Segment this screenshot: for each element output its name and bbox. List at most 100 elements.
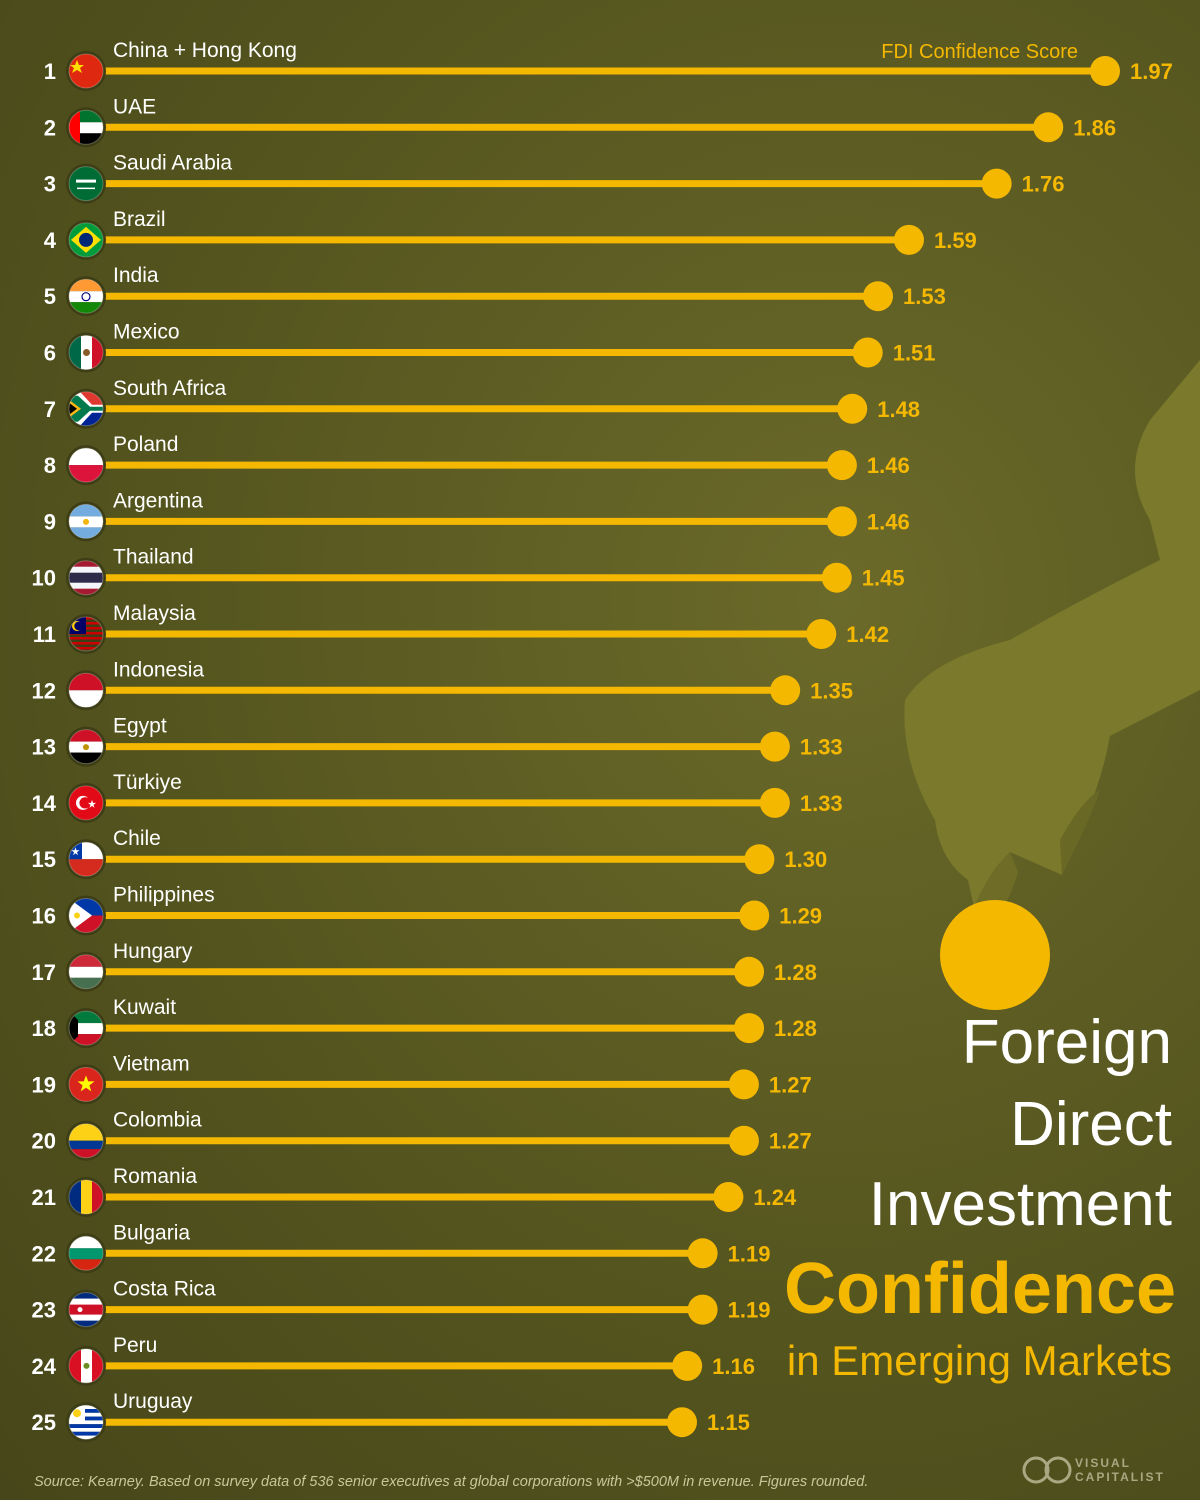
bar-row: 23 1.19 Costa Rica [32, 1278, 770, 1330]
bar-row: 16 1.29 Philippines [32, 884, 822, 936]
rank-label: 24 [32, 1354, 57, 1379]
country-label: Argentina [113, 489, 203, 512]
bar-row: 18 1.28 Kuwait [32, 996, 817, 1049]
bar-end-marker [770, 675, 801, 706]
bar [100, 574, 837, 582]
title-line-3: Investment [869, 1170, 1172, 1239]
bar [100, 1137, 744, 1145]
brazil-flag-icon [66, 219, 106, 260]
rank-label: 17 [32, 960, 56, 985]
rank-label: 3 [44, 172, 56, 197]
bar-end-marker [981, 168, 1012, 199]
value-label: 1.97 [1130, 59, 1173, 84]
country-label: Saudi Arabia [113, 152, 232, 175]
rank-label: 6 [44, 341, 56, 366]
value-label: 1.76 [1022, 172, 1065, 197]
bar-row: 5 1.53 India [44, 264, 946, 317]
value-label: 1.15 [707, 1410, 750, 1435]
turkiye-flag-icon [66, 782, 106, 823]
bar-row: 14 1.33 Türkiye [32, 771, 843, 823]
value-label: 1.46 [867, 509, 910, 534]
philippines-flag-icon [66, 895, 106, 936]
thailand-flag-icon [66, 557, 106, 598]
rank-label: 19 [32, 1072, 56, 1097]
bar [100, 349, 868, 356]
country-label: Mexico [113, 321, 180, 344]
rank-label: 22 [32, 1241, 56, 1266]
bar-row: 4 1.59 Brazil [44, 208, 977, 260]
romania-flag-icon [66, 1177, 106, 1217]
country-label: Indonesia [113, 658, 204, 681]
malaysia-flag-icon [66, 614, 106, 654]
bar-end-marker [806, 619, 837, 649]
value-label: 1.28 [774, 960, 817, 985]
bar [100, 67, 1105, 75]
rank-label: 23 [32, 1298, 56, 1323]
country-label: China + Hong Kong [113, 39, 297, 62]
hand-holding-coin-icon [904, 360, 1200, 915]
rank-label: 10 [32, 566, 56, 591]
value-label: 1.86 [1073, 115, 1116, 140]
country-label: Chile [113, 827, 161, 850]
value-label: 1.19 [728, 1241, 771, 1266]
country-label: Hungary [113, 940, 193, 963]
rank-label: 20 [32, 1129, 56, 1154]
bar [100, 461, 842, 469]
bar [100, 630, 822, 638]
rank-label: 11 [33, 622, 56, 647]
title-line-1: Foreign [962, 1008, 1172, 1077]
bar [100, 517, 842, 525]
country-label: Uruguay [113, 1390, 193, 1413]
value-label: 1.28 [774, 1016, 817, 1041]
uae-flag-icon [66, 107, 106, 148]
colombia-flag-icon [66, 1120, 106, 1161]
value-label: 1.46 [867, 453, 910, 478]
bar-end-marker [728, 1069, 759, 1100]
rank-label: 5 [44, 284, 56, 309]
country-label: Thailand [113, 546, 194, 569]
rank-label: 18 [32, 1016, 56, 1041]
rank-label: 21 [32, 1185, 56, 1210]
peru-flag-icon [66, 1345, 106, 1386]
bar-end-marker [744, 844, 775, 875]
country-label: Peru [113, 1334, 157, 1357]
indonesia-flag-icon [66, 670, 106, 711]
rank-label: 8 [44, 453, 56, 478]
country-label: Egypt [113, 715, 167, 738]
brand-line-2: CAPITALIST [1075, 1470, 1165, 1484]
title-line-2: Direct [1010, 1090, 1172, 1159]
chile-flag-icon [66, 839, 106, 880]
country-label: Malaysia [113, 602, 196, 625]
country-label: Bulgaria [113, 1221, 190, 1244]
bar [100, 180, 997, 188]
bar [100, 1080, 744, 1088]
india-flag-icon [66, 276, 106, 317]
rank-label: 15 [32, 847, 56, 872]
country-label: Brazil [113, 208, 166, 231]
series-label: FDI Confidence Score [881, 41, 1078, 63]
bar-row: 12 1.35 Indonesia [32, 658, 853, 711]
value-label: 1.53 [903, 284, 946, 309]
bar-row: 3 1.76 Saudi Arabia [44, 152, 1065, 204]
value-label: 1.27 [769, 1072, 812, 1097]
bar [100, 912, 755, 919]
bar [100, 1024, 750, 1032]
country-label: Kuwait [113, 996, 176, 1019]
egypt-flag-icon [66, 726, 106, 767]
value-label: 1.45 [862, 566, 905, 591]
bar-row: 9 1.46 Argentina [44, 489, 910, 542]
bar-end-marker [672, 1350, 703, 1381]
bar [100, 799, 775, 807]
bar-end-marker [1090, 56, 1120, 86]
bar-row: 10 1.45 Thailand [32, 546, 905, 598]
bar [100, 292, 879, 300]
country-label: South Africa [113, 377, 227, 400]
value-label: 1.30 [784, 847, 827, 872]
coin-icon [940, 900, 1050, 1010]
subtitle: in Emerging Markets [787, 1337, 1172, 1384]
rank-label: 7 [44, 397, 56, 422]
china-flag-icon [66, 51, 106, 91]
bar-row: 2 1.86 UAE [44, 95, 1116, 148]
uruguay-flag-icon [66, 1402, 106, 1443]
